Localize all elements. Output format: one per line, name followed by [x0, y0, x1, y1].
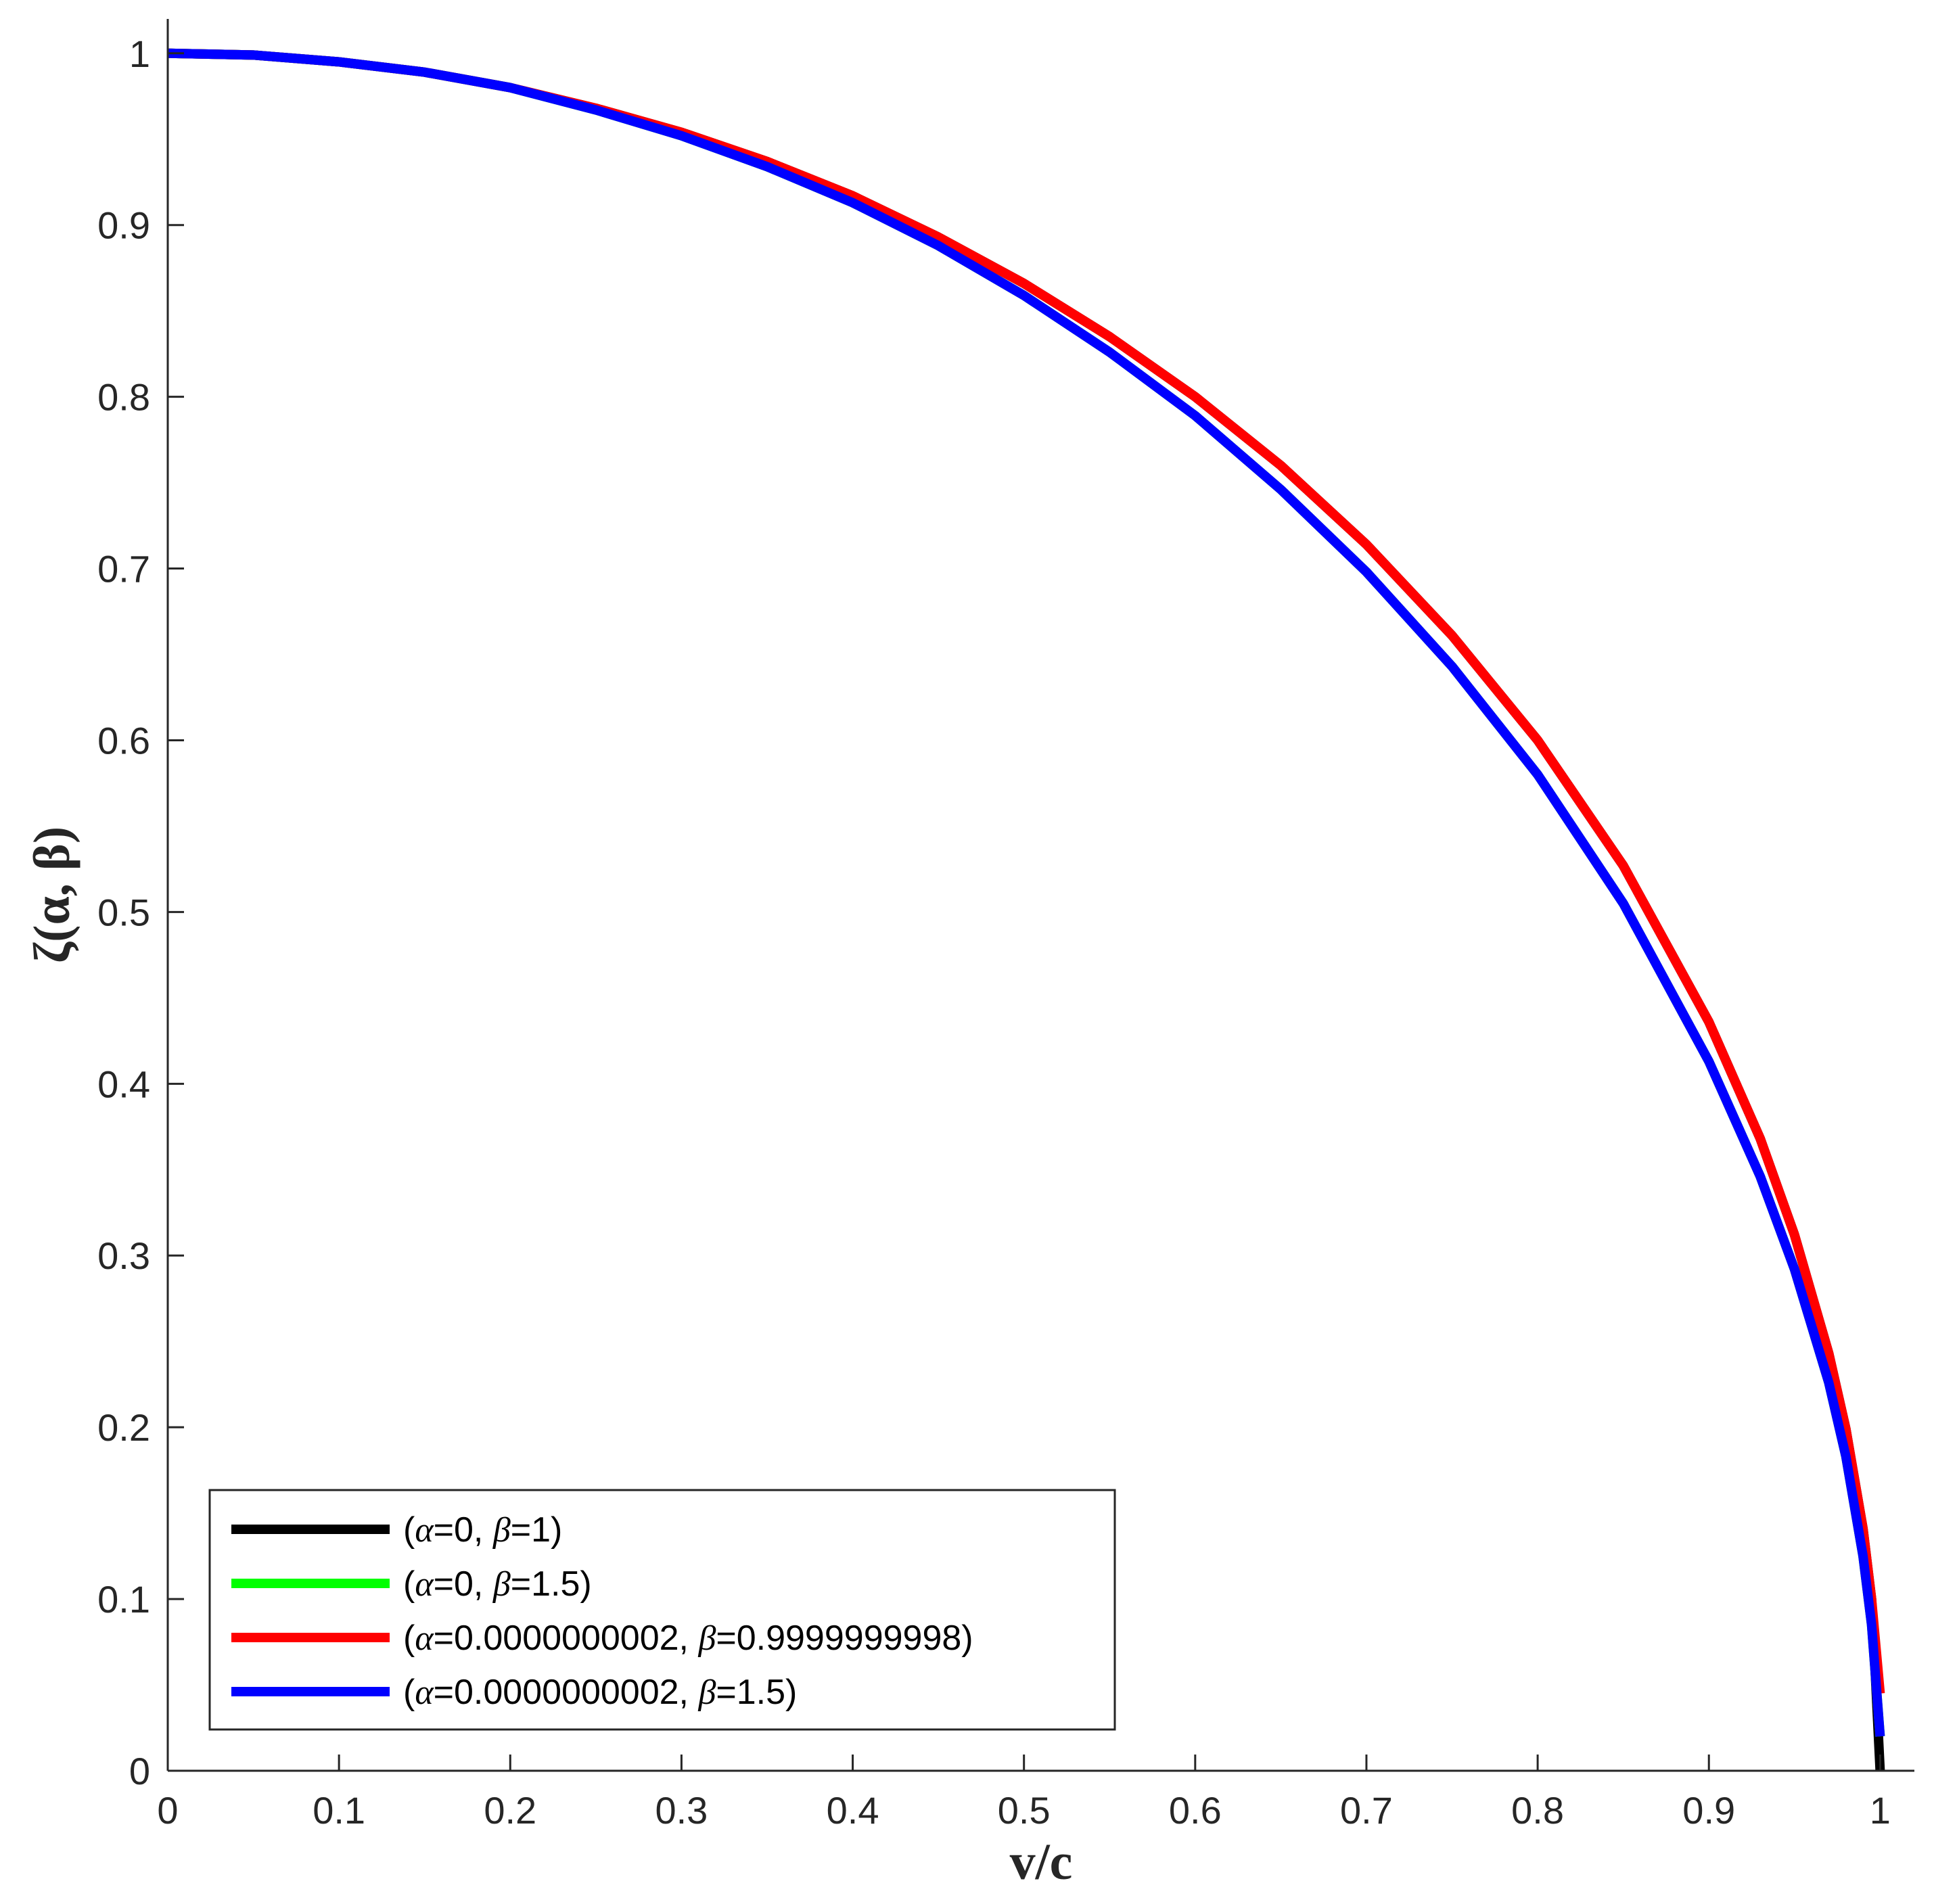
y-tick-label: 0 [129, 1750, 150, 1792]
legend-label-part: =0, [434, 1564, 493, 1604]
x-tick-label: 0.6 [1169, 1789, 1222, 1832]
legend-label-part: ( [403, 1673, 415, 1712]
y-tick-label: 0.4 [97, 1063, 150, 1105]
legend-label-part: α [415, 1673, 434, 1712]
y-axis-title: ζ(α, β) [24, 827, 80, 963]
legend-label-part: α [415, 1619, 434, 1658]
legend: (α=0, β=1)(α=0, β=1.5)(α=0.0000000002, β… [208, 1489, 1116, 1731]
x-tick-label: 0.7 [1340, 1789, 1393, 1832]
axes: 0 0.1 0.2 0.3 0.4 0.5 0.6 0.7 0.8 0.9 1 0 0.1 0.2 0.3 0… [97, 19, 1914, 1832]
legend-label-part: β [492, 1565, 511, 1604]
x-axis-title: v/c [1010, 1834, 1073, 1890]
legend-label-part: β [697, 1673, 716, 1712]
legend-label-part: β [697, 1619, 716, 1658]
series-line-4 [168, 48, 1885, 1737]
legend-label-part: α [415, 1511, 434, 1550]
legend-label-part: α [415, 1565, 434, 1604]
y-tick-label: 0.1 [97, 1578, 150, 1621]
y-tick-label: 0.6 [97, 719, 150, 762]
y-tick-label: 0.3 [97, 1234, 150, 1277]
x-tick-label: 0.4 [827, 1789, 879, 1832]
legend-label-part: ( [403, 1564, 415, 1604]
y-tick-label: 0.8 [97, 376, 150, 419]
y-tick-label: 1 [129, 32, 150, 75]
x-tick-label: 0 [157, 1789, 178, 1832]
x-tick-label: 0.2 [484, 1789, 536, 1832]
legend-label-part: ( [403, 1510, 415, 1550]
legend-label-2: (α=0, β=1.5) [403, 1564, 592, 1604]
legend-label-part: =1.5) [511, 1564, 592, 1604]
legend-label-4: (α=0.0000000002, β=1.5) [403, 1673, 797, 1712]
legend-label-part: =0.0000000002, [434, 1619, 699, 1658]
x-tick-label: 0.9 [1682, 1789, 1735, 1832]
x-tick-label: 0.5 [998, 1789, 1051, 1832]
x-tick-label: 0.1 [313, 1789, 365, 1832]
legend-label-3: (α=0.0000000002, β=0.9999999998) [403, 1619, 973, 1658]
y-tick-label: 0.2 [97, 1406, 150, 1449]
legend-label-part: =0, [434, 1510, 493, 1550]
legend-label-part: =1) [511, 1510, 563, 1550]
y-tick-label: 0.7 [97, 548, 150, 590]
legend-label-part: β [492, 1511, 511, 1550]
x-tick-label: 0.3 [655, 1789, 708, 1832]
x-tick-label: 0.8 [1511, 1789, 1564, 1832]
legend-label-1: (α=0, β=1) [403, 1510, 562, 1550]
x-tick-label: 1 [1870, 1789, 1891, 1832]
y-tick-label: 0.9 [97, 204, 150, 247]
y-tick-label: 0.5 [97, 891, 150, 933]
plot-area [168, 48, 1885, 1771]
legend-label-part: =1.5) [716, 1673, 797, 1712]
legend-label-part: =0.9999999998) [716, 1619, 973, 1658]
legend-label-part: ( [403, 1619, 415, 1658]
legend-label-part: =0.0000000002, [434, 1673, 699, 1712]
